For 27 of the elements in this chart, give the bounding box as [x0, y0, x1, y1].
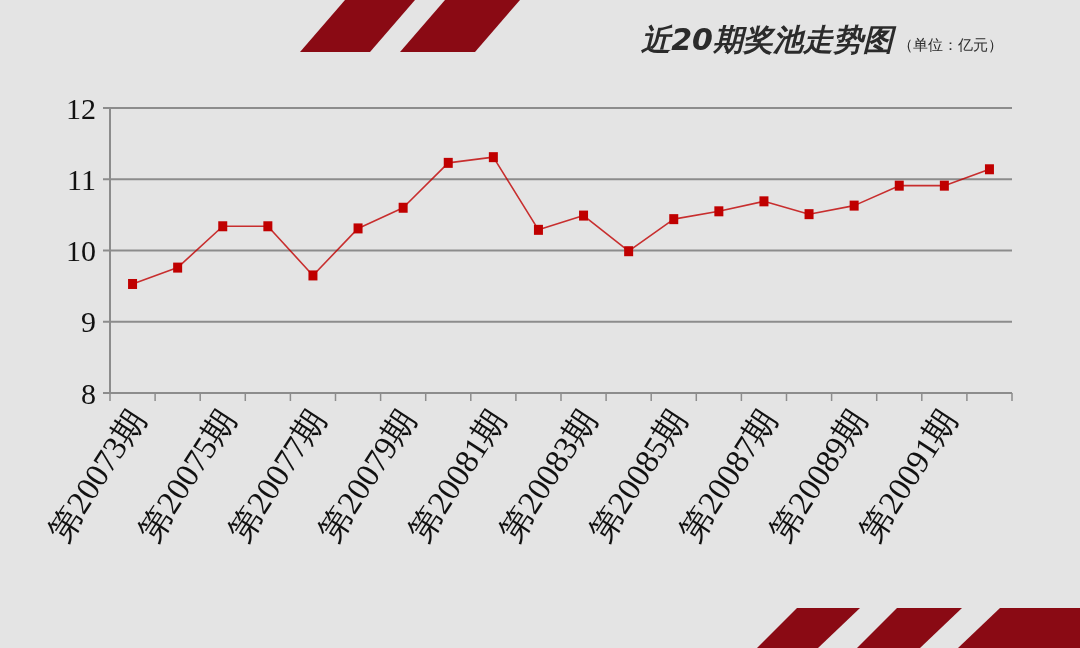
- point: [894, 180, 904, 191]
- chart-subtitle: （单位：亿元）: [898, 36, 1003, 54]
- point: [939, 180, 949, 191]
- chart-title: 近20期奖池走势图: [641, 22, 897, 57]
- y-tick-label: 11: [67, 162, 96, 196]
- point: [533, 224, 543, 235]
- point: [759, 196, 769, 207]
- point: [173, 262, 183, 273]
- y-tick-label: 10: [66, 234, 96, 267]
- point: [804, 209, 814, 220]
- y-tick-label: 12: [66, 91, 96, 125]
- point: [579, 210, 589, 221]
- point: [218, 221, 228, 232]
- point: [624, 246, 634, 257]
- point: [128, 278, 138, 289]
- point: [669, 214, 679, 225]
- point: [714, 206, 724, 217]
- point: [443, 157, 453, 168]
- point: [353, 223, 363, 234]
- point: [488, 152, 498, 163]
- point: [849, 200, 859, 211]
- point: [263, 221, 273, 232]
- point: [398, 202, 408, 213]
- y-tick-label: 9: [81, 305, 96, 339]
- y-tick-label: 8: [81, 376, 96, 410]
- point: [984, 164, 994, 175]
- point: [308, 270, 318, 281]
